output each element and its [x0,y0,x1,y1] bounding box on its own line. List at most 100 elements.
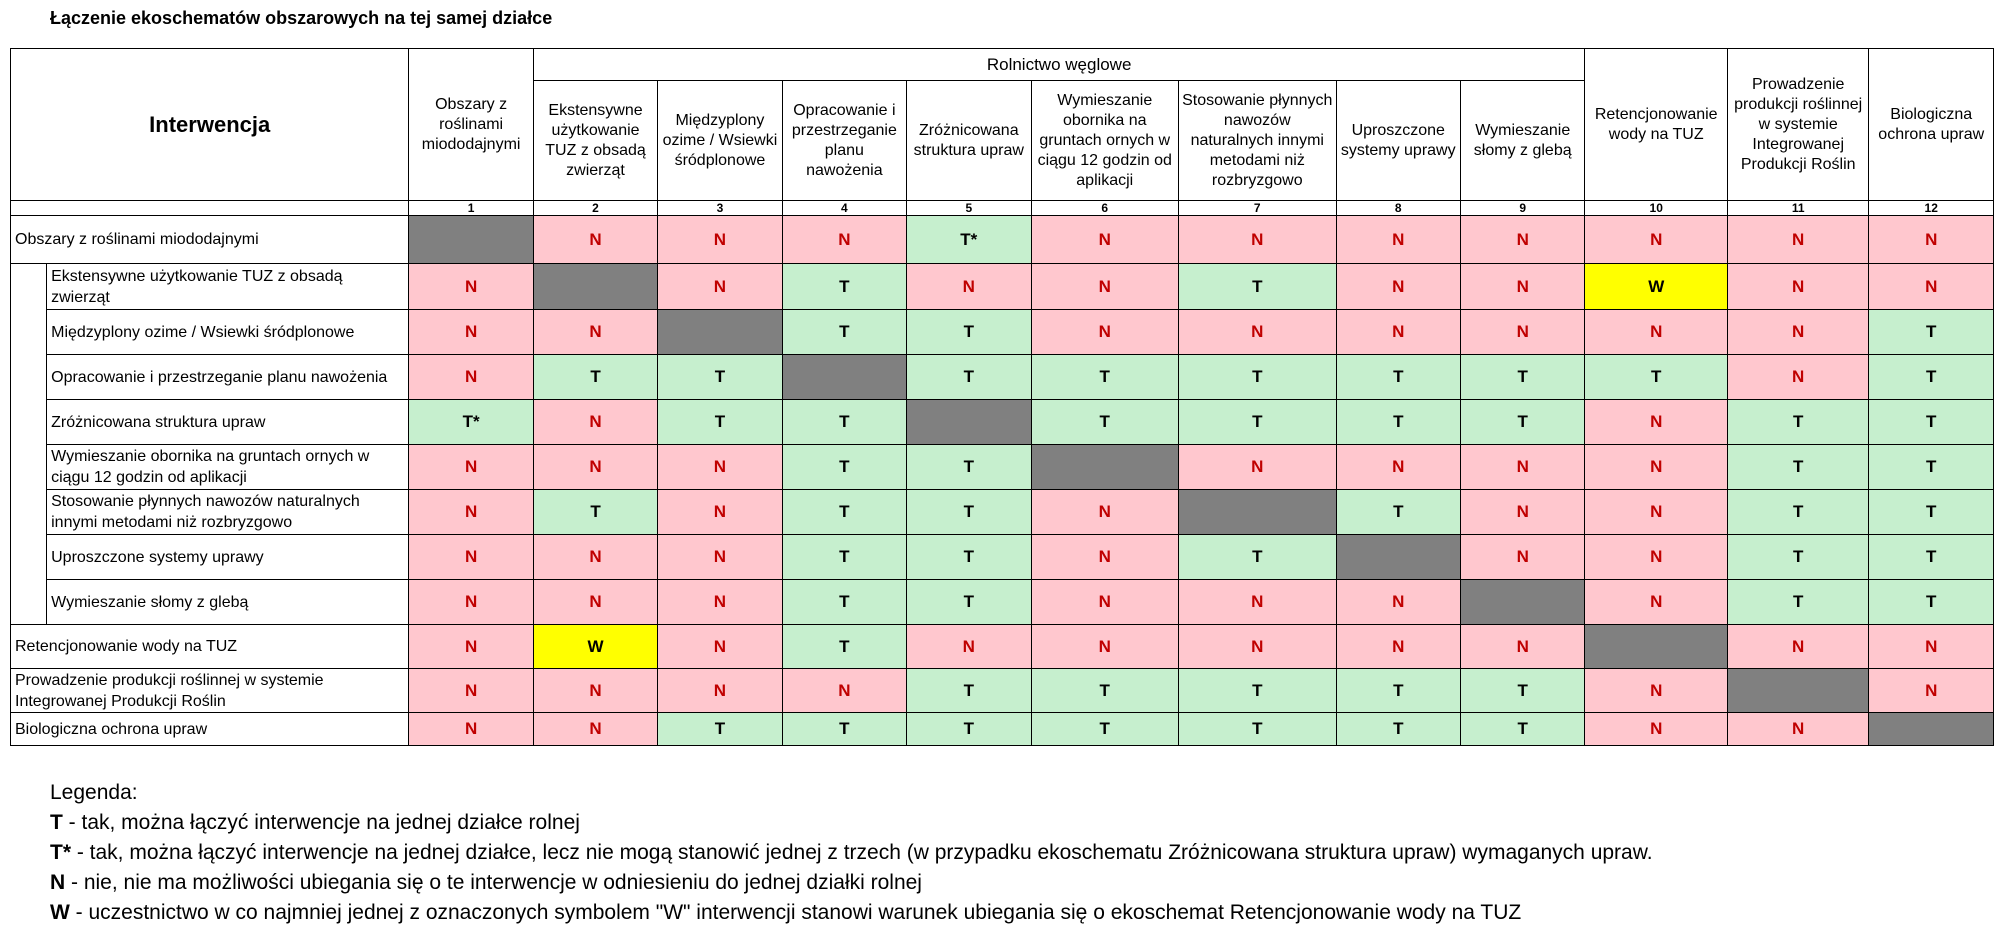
matrix-cell: T [1030,399,1179,445]
legend-key: T [50,811,63,834]
matrix-cell: N [1335,624,1461,669]
matrix-cell: T [1868,444,1994,490]
table-row: Wymieszanie obornika na gruntach ornych … [11,444,1994,490]
diagonal-cell [1726,668,1870,713]
legend-text: - uczestnictwo w co najmniej jednej z oz… [69,901,1522,924]
matrix-cell: T [1726,399,1870,445]
column-header-1: Obszary z roślinami miododajnymi [408,48,534,201]
table-row: Wymieszanie słomy z glebą N N N T T N N N N T T [11,579,1994,625]
legend-text: - tak, można łączyć interwencje na jedne… [71,841,1653,864]
matrix-cell: T [906,534,1032,580]
header-interwencja: Interwencja [9,48,410,201]
matrix-cell: T [1726,534,1870,580]
column-header-10: Retencjonowanie wody na TUZ [1584,48,1728,201]
number-row-spacer [9,200,410,216]
matrix-cell: N [532,712,659,746]
diagonal-cell [906,399,1032,445]
row-label: Retencjonowanie wody na TUZ [9,624,410,669]
row-label: Uproszczone systemy uprawy [46,534,410,580]
matrix-cell: N [1178,309,1337,355]
column-header-7: Stosowanie płynnych nawozów naturalnych … [1178,80,1337,201]
matrix-cell: T* [906,215,1032,264]
column-header-6: Wymieszanie obornika na gruntach ornych … [1030,80,1179,201]
matrix-cell: N [1335,263,1461,310]
matrix-cell: T [1178,712,1337,746]
matrix-cell: N [1459,309,1586,355]
matrix-cell: T [1335,489,1461,535]
matrix-cell: T [906,354,1032,400]
legend-item-w: W - uczestnictwo w co najmniej jednej z … [50,898,1653,928]
legend-key: N [50,871,66,894]
matrix-cell: W [532,624,659,669]
column-number: 6 [1030,200,1179,216]
matrix-cell: T [1459,399,1586,445]
matrix-cell: N [1459,534,1586,580]
matrix-cell: N [408,263,534,310]
matrix-cell: T [532,354,659,400]
row-label: Stosowanie płynnych nawozów naturalnych … [46,489,410,535]
matrix-cell: T [906,444,1032,490]
matrix-cell: T [781,712,908,746]
matrix-cell: N [657,263,783,310]
matrix-cell: T [1335,712,1461,746]
table-row: Zróżnicowana struktura upraw T* N T T T T T T N T T [11,399,1994,445]
matrix-cell: T [781,399,908,445]
matrix-cell: T [1178,534,1337,580]
matrix-cell: N [1335,444,1461,490]
matrix-cell: T [1868,354,1994,400]
matrix-cell: N [1584,579,1728,625]
matrix-cell: N [1584,444,1728,490]
diagonal-cell [781,354,908,400]
table-row: Retencjonowanie wody na TUZ N W N T N N N N N N N [9,624,1994,669]
table-row: Obszary z roślinami miododajnymi N N N T* N N N… [9,215,1994,264]
matrix-cell: N [657,444,783,490]
compatibility-matrix: Interwencja Obszary z roślinami miododaj… [9,48,1994,746]
matrix-cell: T [781,263,908,310]
table-row: Biologiczna ochrona upraw N N T T T T T T T N N [9,712,1994,746]
matrix-cell: N [1030,309,1179,355]
matrix-cell: N [1030,624,1179,669]
matrix-cell: N [408,489,534,535]
matrix-cell: T [532,489,659,535]
row-label: Obszary z roślinami miododajnymi [9,215,410,264]
matrix-cell: N [1030,579,1179,625]
column-number: 2 [532,200,659,216]
matrix-cell: T [1335,399,1461,445]
table-row: Prowadzenie produkcji roślinnej w system… [9,668,1994,713]
matrix-cell: T [1335,668,1461,713]
matrix-cell: N [1584,668,1728,713]
matrix-cell: N [657,624,783,669]
column-header-5: Zróżnicowana struktura upraw [906,80,1032,201]
matrix-cell: T [657,712,783,746]
column-number: 11 [1726,200,1870,216]
row-label: Wymieszanie słomy z glebą [46,579,410,625]
matrix-cell: T [906,309,1032,355]
legend-key: W [50,901,70,924]
matrix-cell: T [657,354,783,400]
matrix-cell: N [408,354,534,400]
matrix-cell: N [657,215,783,264]
matrix-cell: T [1868,489,1994,535]
column-number: 5 [906,200,1032,216]
matrix-cell: N [1726,624,1870,669]
matrix-cell: N [1584,309,1728,355]
matrix-cell: N [1030,215,1179,264]
matrix-cell: N [1335,579,1461,625]
column-header-8: Uproszczone systemy uprawy [1335,80,1461,201]
matrix-cell: T [781,624,908,669]
matrix-cell: T [1868,309,1994,355]
matrix-cell: N [1868,215,1994,264]
matrix-cell: T [1868,534,1994,580]
matrix-cell: N [408,444,534,490]
matrix-cell: N [1459,215,1586,264]
table-row: Opracowanie i przestrzeganie planu nawoż… [11,354,1994,400]
matrix-cell: T [906,579,1032,625]
matrix-cell: N [1726,215,1870,264]
table-row: Rolnictwo węgloweEkstensywne użytkowanie… [9,263,1994,625]
legend-title: Legenda: [50,781,138,804]
matrix-cell: T [1178,354,1337,400]
matrix-cell: N [781,215,908,264]
row-label: Zróżnicowana struktura upraw [46,399,410,445]
row-label: Wymieszanie obornika na gruntach ornych … [46,444,410,490]
diagonal-cell [408,215,534,264]
